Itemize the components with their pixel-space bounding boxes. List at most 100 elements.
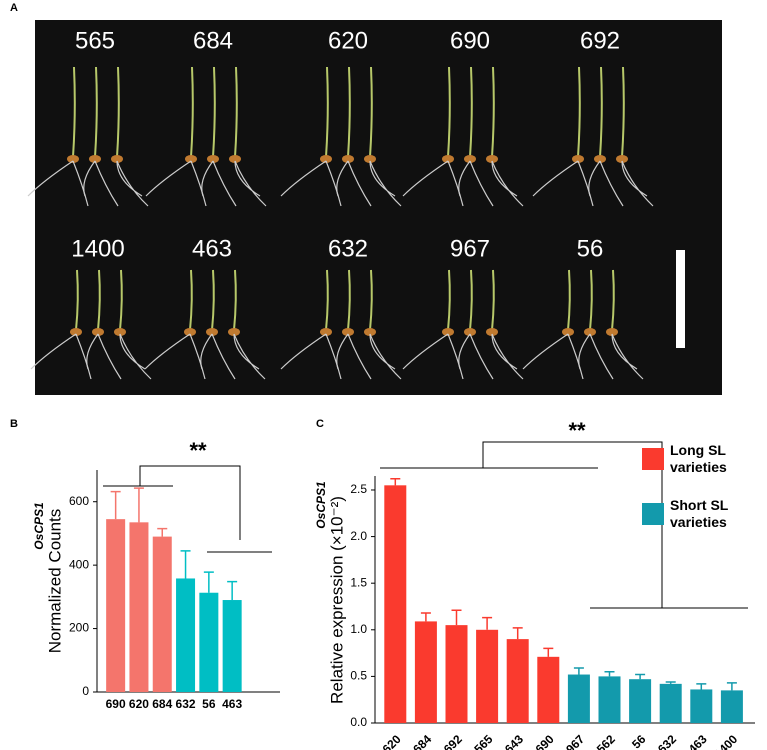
x-tick-label: 463 — [222, 697, 242, 711]
error-bar — [696, 683, 707, 690]
grain — [342, 155, 354, 163]
error-bar — [604, 670, 615, 677]
shoot — [347, 66, 351, 158]
grain — [320, 155, 332, 163]
scale-bar — [676, 250, 685, 348]
bar — [476, 629, 499, 723]
error-bar — [390, 478, 401, 486]
error-bar — [512, 627, 523, 640]
grain — [185, 155, 197, 163]
shoot — [233, 269, 237, 331]
panel-letter: A — [10, 2, 18, 14]
grain — [111, 155, 123, 163]
grain — [320, 328, 332, 336]
error-bar — [451, 609, 462, 626]
shoot — [611, 269, 615, 331]
error-bar — [157, 527, 168, 537]
grain — [616, 155, 628, 163]
x-tick-label: 1400 — [711, 732, 740, 750]
variety-label: 684 — [193, 27, 233, 54]
root — [532, 160, 594, 207]
y-tick-label: 1.0 — [350, 622, 367, 636]
root — [611, 333, 644, 380]
shoot — [116, 66, 120, 158]
root — [578, 333, 614, 380]
error-bar — [543, 647, 554, 657]
shoot — [567, 269, 571, 331]
shoot — [72, 66, 76, 158]
root — [402, 160, 464, 207]
root — [588, 160, 624, 207]
shoot — [599, 66, 603, 158]
variety-label: 565 — [75, 27, 115, 54]
legend-label: Long SL varieties — [670, 442, 727, 475]
shoot — [212, 66, 216, 158]
shoot — [469, 269, 473, 331]
bar — [176, 578, 196, 692]
bar — [106, 519, 126, 692]
grain — [486, 328, 498, 336]
bar — [537, 656, 560, 723]
root — [491, 333, 524, 380]
bar — [567, 674, 590, 723]
grain — [229, 155, 241, 163]
shoot — [491, 66, 495, 158]
grain — [464, 328, 476, 336]
error-bar — [635, 673, 646, 680]
x-tick-label: 620 — [129, 697, 149, 711]
grain — [67, 155, 79, 163]
x-tick-label: 690 — [533, 732, 557, 750]
bar — [152, 536, 172, 692]
root — [27, 160, 89, 207]
panel-letter: C — [316, 418, 324, 430]
grain — [92, 328, 104, 336]
y-tick-label: 0.5 — [350, 669, 367, 683]
shoot — [97, 269, 101, 331]
legend-swatch — [642, 448, 664, 470]
y-tick-label: 600 — [69, 494, 89, 508]
error-bar — [573, 667, 584, 675]
grain — [207, 155, 219, 163]
variety-label: 692 — [580, 27, 620, 54]
variety-label: 690 — [450, 27, 490, 54]
error-bar — [665, 681, 676, 684]
shoot — [190, 66, 194, 158]
y-axis-gene: OsCPS1 — [32, 502, 46, 550]
variety-label: 1400 — [71, 235, 124, 262]
root — [86, 333, 122, 380]
grain — [442, 155, 454, 163]
x-tick-label: 56 — [202, 697, 216, 711]
bar — [445, 625, 468, 723]
root — [145, 160, 207, 207]
root — [200, 333, 236, 380]
root — [233, 333, 266, 380]
bar — [690, 689, 713, 723]
shoot — [369, 269, 373, 331]
shoot — [94, 66, 98, 158]
error-bar — [726, 682, 737, 691]
x-tick-label: 632 — [655, 732, 679, 750]
error-bar — [133, 487, 144, 523]
root — [458, 333, 494, 380]
grain — [206, 328, 218, 336]
significance-brackets — [103, 441, 748, 609]
y-axis-label: Normalized Counts — [45, 509, 64, 654]
shoot — [211, 269, 215, 331]
error-bar — [203, 571, 214, 593]
shoot — [325, 66, 329, 158]
shoot — [621, 66, 625, 158]
shoot — [447, 269, 451, 331]
root — [402, 333, 464, 380]
shoot — [347, 269, 351, 331]
root — [336, 333, 372, 380]
x-tick-label: 562 — [594, 732, 618, 750]
error-bar — [227, 580, 238, 601]
grain — [114, 328, 126, 336]
bar — [414, 621, 437, 723]
error-bar — [420, 612, 431, 622]
shoot — [447, 66, 451, 158]
root — [144, 333, 206, 380]
variety-label: 967 — [450, 235, 490, 262]
grain — [228, 328, 240, 336]
